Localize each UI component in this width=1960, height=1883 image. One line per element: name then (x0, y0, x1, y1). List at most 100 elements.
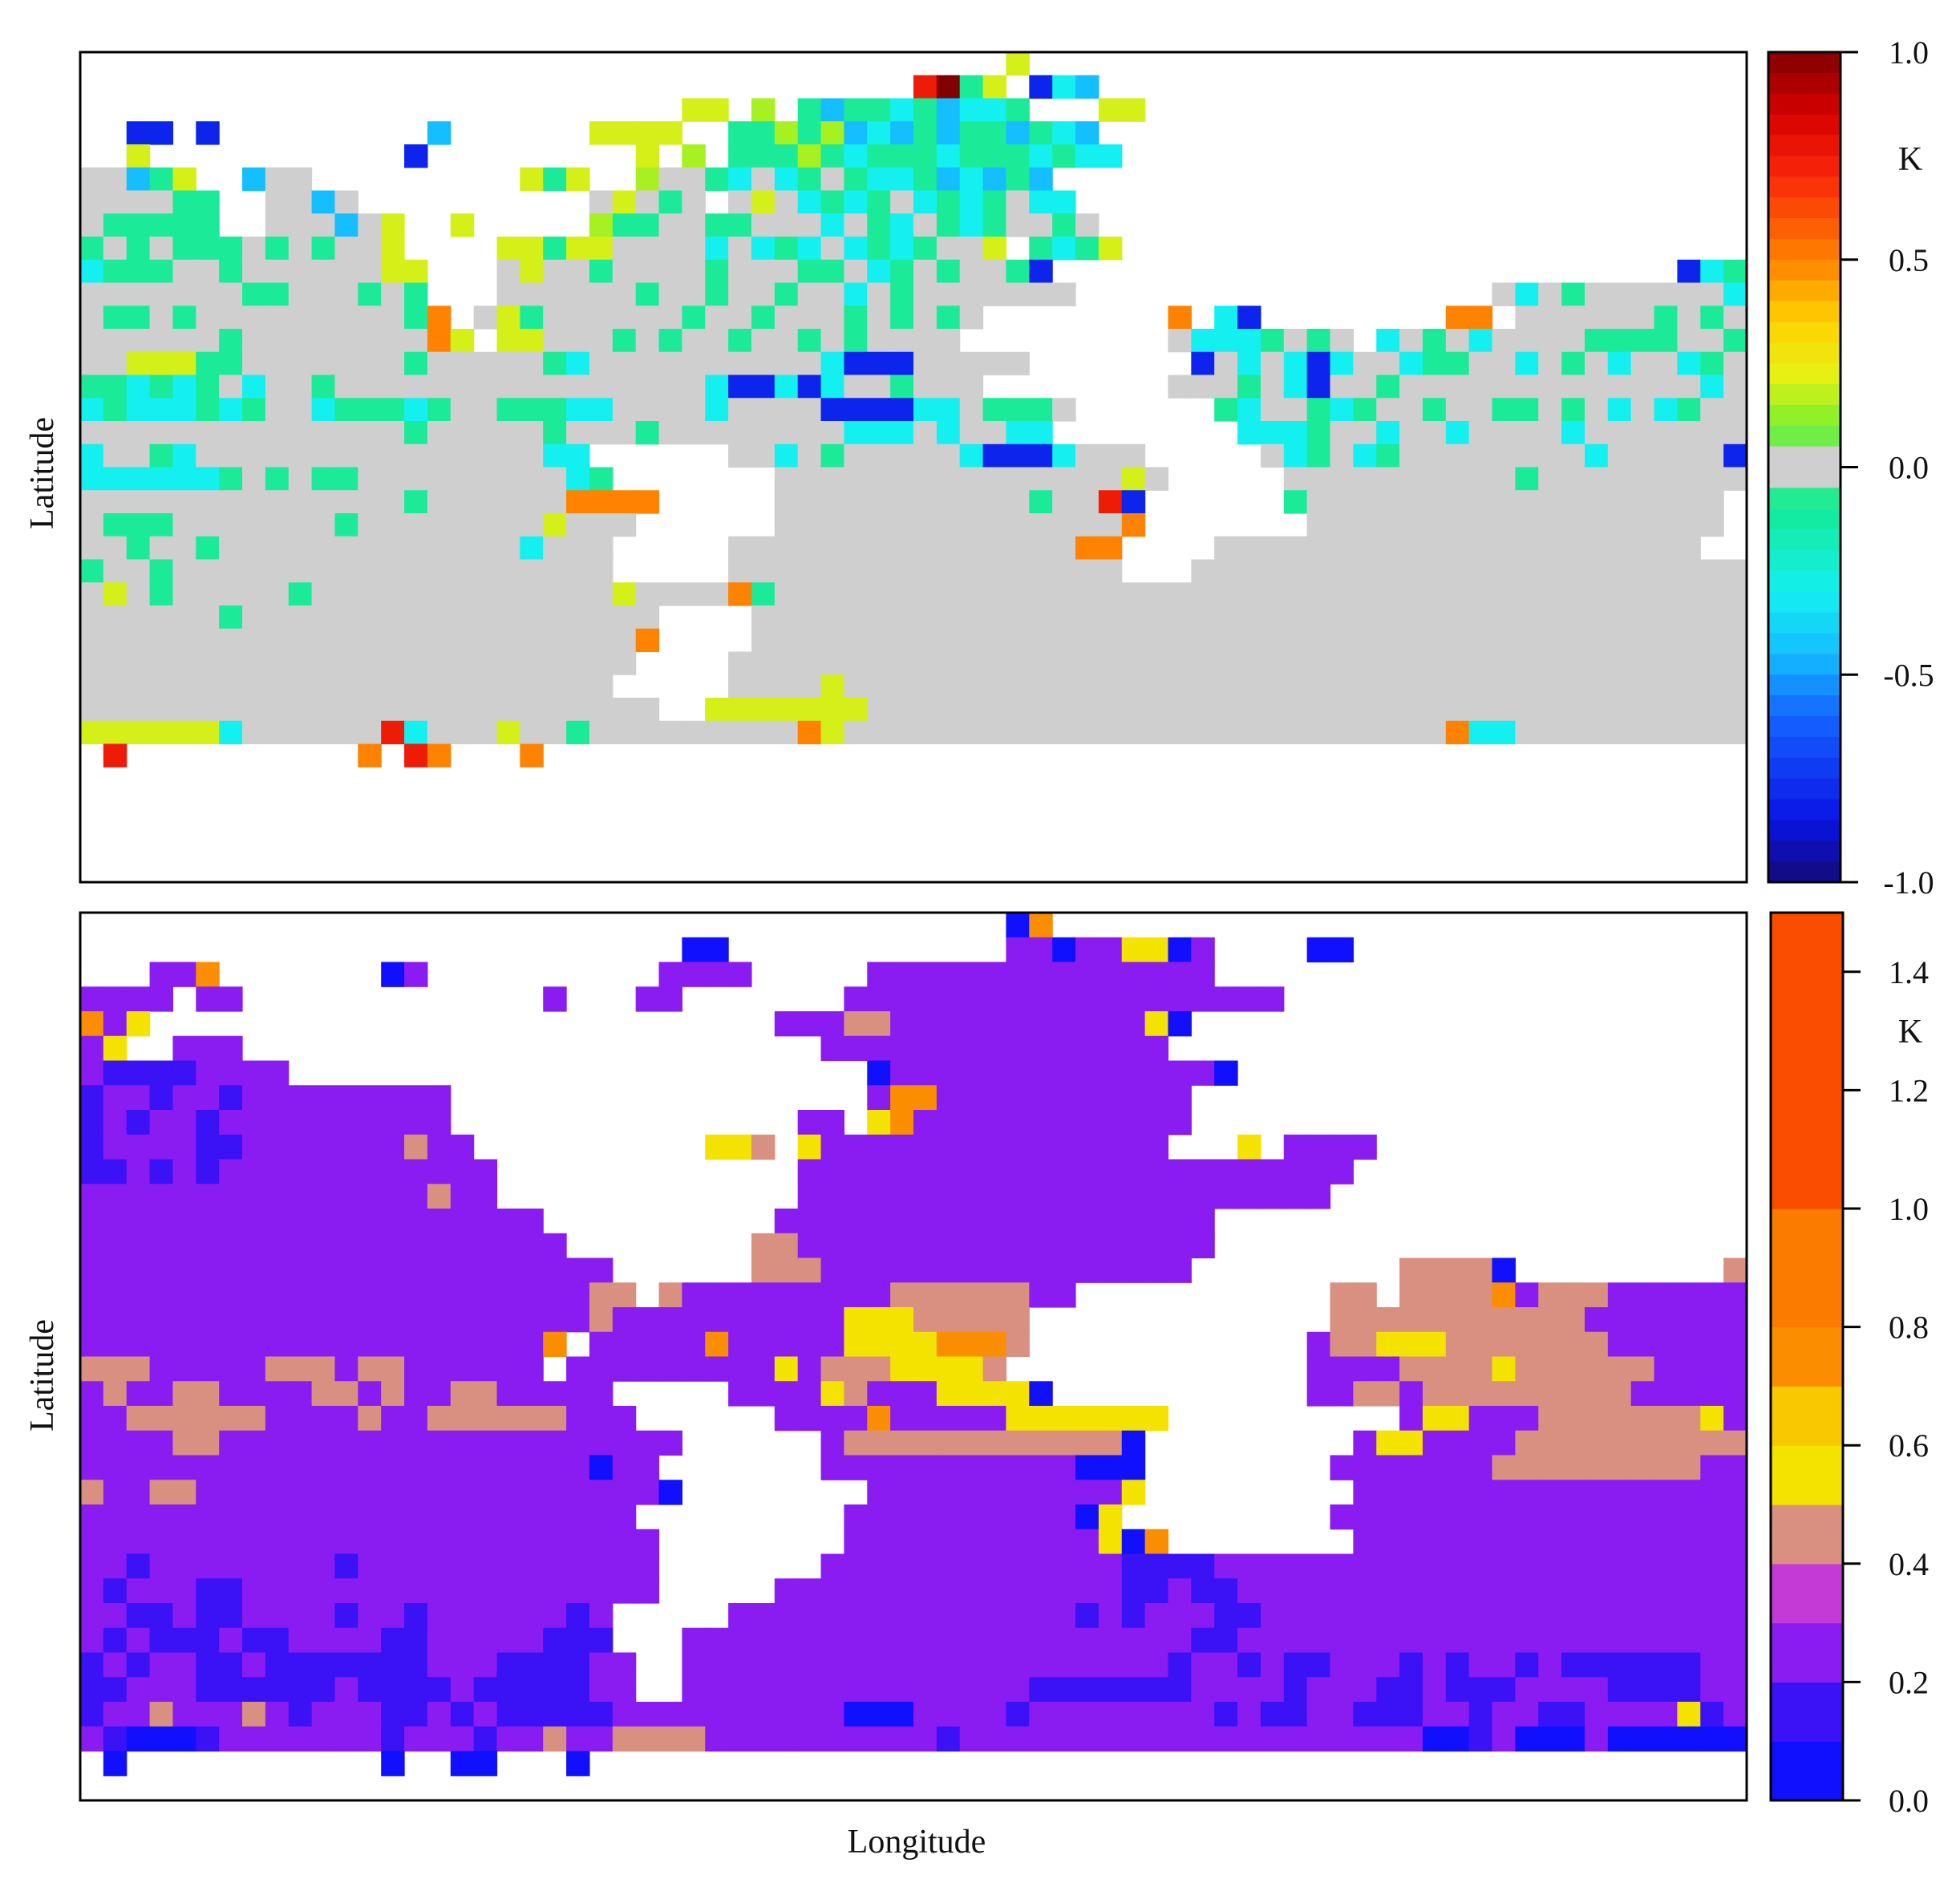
heatmap-cell (1677, 1578, 1701, 1604)
heatmap-cell (1515, 1356, 1539, 1382)
heatmap-cell (1353, 490, 1377, 514)
heatmap-cell (1422, 1603, 1447, 1629)
heatmap-cell (566, 167, 590, 192)
heatmap-cell (1052, 1257, 1076, 1283)
heatmap-cell (520, 651, 544, 675)
heatmap-cell (1330, 651, 1354, 675)
heatmap-cell (728, 398, 752, 422)
heatmap-cell (1630, 1652, 1655, 1678)
heatmap-cell (1607, 1529, 1632, 1555)
heatmap-cell (797, 513, 822, 537)
heatmap-cell (1214, 1553, 1238, 1579)
heatmap-cell (959, 720, 984, 745)
heatmap-cell (844, 674, 868, 699)
heatmap-cell (288, 1603, 313, 1629)
colorbar-segment (1768, 238, 1841, 261)
heatmap-cell (1422, 698, 1447, 722)
heatmap-cell (867, 1553, 891, 1579)
heatmap-cell (149, 1060, 174, 1086)
heatmap-cell (820, 282, 845, 306)
heatmap-cell (1584, 1455, 1609, 1480)
heatmap-cell (982, 1726, 1007, 1752)
heatmap-cell (172, 720, 196, 745)
heatmap-cell (496, 674, 520, 699)
heatmap-cell (1468, 582, 1493, 606)
heatmap-cell (751, 1603, 775, 1629)
heatmap-cell (1121, 1480, 1146, 1505)
heatmap-cell (311, 1134, 336, 1160)
heatmap-cell (103, 259, 128, 284)
heatmap-cell (1306, 513, 1331, 537)
heatmap-cell (612, 306, 637, 330)
heatmap-cell (1723, 1726, 1747, 1752)
heatmap-cell (1515, 1455, 1539, 1480)
heatmap-cell (1630, 443, 1655, 468)
heatmap-cell (1492, 513, 1516, 537)
heatmap-cell (1492, 467, 1516, 491)
heatmap-cell (404, 1553, 428, 1579)
heatmap-cell (1121, 1702, 1146, 1727)
heatmap-cell (936, 1652, 961, 1678)
heatmap-cell (959, 306, 984, 330)
heatmap-cell (1723, 467, 1747, 491)
heatmap-cell (172, 259, 196, 284)
heatmap-cell (381, 559, 405, 583)
heatmap-cell (844, 1406, 868, 1431)
heatmap-cell (126, 1331, 151, 1358)
heatmap-cell (1006, 167, 1030, 192)
heatmap-cell (1630, 513, 1655, 537)
heatmap-cell (1214, 605, 1238, 630)
heatmap-cell (103, 467, 128, 491)
heatmap-cell (219, 351, 243, 376)
heatmap-cell (1052, 937, 1076, 963)
heatmap-cell (751, 1233, 775, 1259)
heatmap-cell (1723, 1553, 1747, 1579)
heatmap-cell (936, 213, 961, 237)
heatmap-cell (358, 743, 382, 767)
heatmap-cell (311, 329, 336, 353)
heatmap-cell (844, 306, 868, 330)
heatmap-cell (450, 1307, 475, 1333)
heatmap-cell (682, 1307, 706, 1333)
heatmap-cell (1306, 1677, 1331, 1703)
heatmap-cell (1121, 1085, 1146, 1111)
heatmap-cell (1283, 351, 1308, 376)
heatmap-cell (1584, 582, 1609, 606)
heatmap-cell (1515, 1282, 1539, 1308)
heatmap-cell (1723, 720, 1747, 745)
heatmap-cell (820, 213, 845, 237)
heatmap-cell (589, 1578, 614, 1604)
heatmap-cell (1538, 1331, 1562, 1358)
heatmap-cell (1098, 937, 1123, 963)
heatmap-cell (196, 962, 220, 987)
heatmap-cell (913, 559, 937, 583)
heatmap-cell (1468, 536, 1493, 561)
heatmap-cell (982, 1060, 1007, 1086)
heatmap-cell (890, 513, 914, 537)
heatmap-cell (520, 1282, 544, 1308)
heatmap-cell (1468, 1627, 1493, 1654)
heatmap-cell (242, 628, 266, 653)
heatmap-cell (913, 536, 937, 561)
heatmap-cell (520, 167, 544, 192)
heatmap-cell (1353, 443, 1377, 468)
heatmap-cell (543, 1553, 567, 1579)
heatmap-cell (288, 674, 313, 699)
heatmap-cell (265, 628, 290, 653)
heatmap-cell (1445, 698, 1470, 722)
heatmap-cell (381, 1751, 405, 1776)
heatmap-cell (288, 306, 313, 330)
heatmap-cell (774, 190, 799, 214)
heatmap-cell (936, 1381, 961, 1407)
heatmap-cell (682, 351, 706, 376)
heatmap-cell (1677, 1430, 1701, 1456)
heatmap-cell (149, 536, 174, 561)
heatmap-cell (1029, 605, 1053, 630)
heatmap-cell (1121, 1233, 1146, 1259)
heatmap-cell (936, 1307, 961, 1333)
heatmap-cell (1515, 1480, 1539, 1505)
heatmap-cell (797, 698, 822, 722)
heatmap-cell (1630, 1282, 1655, 1308)
heatmap-cell (982, 1134, 1007, 1160)
heatmap-cell (172, 1504, 196, 1530)
